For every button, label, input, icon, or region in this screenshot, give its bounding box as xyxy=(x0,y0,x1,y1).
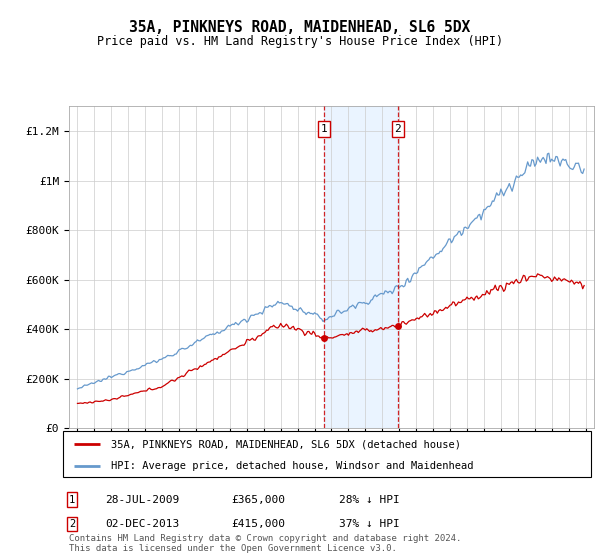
Text: 28% ↓ HPI: 28% ↓ HPI xyxy=(339,494,400,505)
Text: 28-JUL-2009: 28-JUL-2009 xyxy=(105,494,179,505)
Text: £415,000: £415,000 xyxy=(231,519,285,529)
Text: 35A, PINKNEYS ROAD, MAIDENHEAD, SL6 5DX (detached house): 35A, PINKNEYS ROAD, MAIDENHEAD, SL6 5DX … xyxy=(110,439,461,449)
Text: £365,000: £365,000 xyxy=(231,494,285,505)
Text: 02-DEC-2013: 02-DEC-2013 xyxy=(105,519,179,529)
Text: HPI: Average price, detached house, Windsor and Maidenhead: HPI: Average price, detached house, Wind… xyxy=(110,461,473,470)
Text: 1: 1 xyxy=(69,494,75,505)
Bar xyxy=(324,106,398,428)
Text: Contains HM Land Registry data © Crown copyright and database right 2024.
This d: Contains HM Land Registry data © Crown c… xyxy=(69,534,461,553)
Text: 35A, PINKNEYS ROAD, MAIDENHEAD, SL6 5DX: 35A, PINKNEYS ROAD, MAIDENHEAD, SL6 5DX xyxy=(130,20,470,35)
Text: 2: 2 xyxy=(395,124,401,134)
Text: 37% ↓ HPI: 37% ↓ HPI xyxy=(339,519,400,529)
Text: 2: 2 xyxy=(69,519,75,529)
Text: Price paid vs. HM Land Registry's House Price Index (HPI): Price paid vs. HM Land Registry's House … xyxy=(97,35,503,48)
Text: 1: 1 xyxy=(321,124,328,134)
